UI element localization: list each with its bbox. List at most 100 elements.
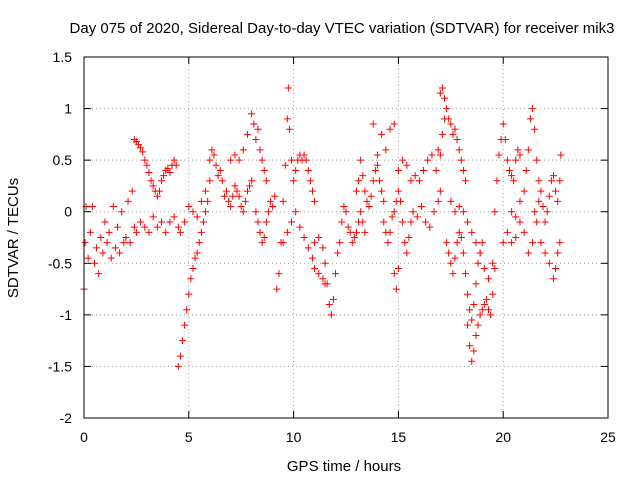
data-point bbox=[88, 203, 96, 211]
data-point bbox=[153, 192, 161, 200]
data-point bbox=[524, 249, 532, 257]
data-point bbox=[451, 125, 459, 133]
data-points bbox=[80, 84, 565, 370]
x-tick-labels: 0 5 10 15 20 25 bbox=[80, 429, 616, 445]
data-point bbox=[547, 177, 555, 185]
data-point bbox=[369, 120, 377, 128]
data-point bbox=[403, 161, 411, 169]
data-point bbox=[107, 254, 115, 262]
data-point bbox=[99, 249, 107, 257]
data-point bbox=[288, 218, 296, 226]
data-point bbox=[445, 249, 453, 257]
data-point bbox=[252, 208, 260, 216]
data-point bbox=[260, 234, 268, 241]
data-point bbox=[311, 197, 319, 205]
data-point bbox=[160, 172, 168, 180]
data-point bbox=[191, 254, 199, 262]
data-point bbox=[308, 187, 316, 195]
data-point bbox=[503, 156, 511, 164]
data-point bbox=[86, 228, 94, 236]
data-point bbox=[545, 192, 553, 200]
data-point bbox=[512, 156, 520, 164]
data-point bbox=[522, 166, 530, 174]
data-point bbox=[455, 203, 463, 211]
data-point bbox=[428, 151, 436, 159]
data-point bbox=[130, 223, 138, 231]
data-point bbox=[466, 342, 474, 350]
y-tick-label: 0 bbox=[64, 204, 72, 220]
data-point bbox=[172, 161, 180, 169]
data-point bbox=[461, 177, 469, 185]
data-point bbox=[147, 177, 155, 185]
data-point bbox=[243, 130, 251, 138]
data-point bbox=[388, 213, 396, 221]
data-point bbox=[533, 218, 541, 226]
data-point bbox=[323, 280, 331, 288]
data-point bbox=[311, 239, 319, 247]
data-point bbox=[250, 120, 258, 128]
data-point bbox=[514, 146, 522, 154]
data-point bbox=[487, 311, 495, 319]
data-point bbox=[466, 306, 474, 314]
data-point bbox=[279, 197, 287, 205]
y-tick-labels: -2 -1.5 -1 -0.5 0 0.5 1 1.5 bbox=[48, 49, 72, 426]
data-point bbox=[413, 213, 421, 221]
x-tick-label: 5 bbox=[185, 429, 193, 445]
data-point bbox=[516, 151, 524, 159]
data-point bbox=[468, 316, 476, 324]
data-point bbox=[453, 239, 461, 247]
data-point bbox=[315, 270, 323, 278]
data-point bbox=[508, 208, 516, 216]
data-point bbox=[457, 156, 465, 164]
data-point bbox=[252, 136, 260, 144]
x-tick-label: 0 bbox=[80, 429, 88, 445]
data-point bbox=[409, 208, 417, 216]
data-point bbox=[495, 151, 503, 159]
data-point bbox=[499, 120, 507, 128]
data-point bbox=[556, 177, 564, 185]
data-point bbox=[306, 177, 314, 185]
data-point bbox=[491, 208, 499, 216]
data-point bbox=[474, 259, 482, 267]
data-point bbox=[283, 228, 291, 236]
data-point bbox=[510, 177, 518, 185]
data-point bbox=[281, 161, 289, 169]
y-tick-label: -2 bbox=[60, 410, 73, 426]
y-tick-label: 1 bbox=[64, 101, 72, 117]
data-point bbox=[258, 239, 266, 247]
data-point bbox=[132, 228, 140, 236]
data-point bbox=[181, 218, 189, 226]
data-point bbox=[420, 166, 428, 174]
data-point bbox=[162, 228, 170, 236]
data-point bbox=[482, 295, 490, 303]
data-point bbox=[342, 208, 350, 216]
data-point bbox=[470, 301, 478, 309]
data-point bbox=[524, 146, 532, 154]
data-point bbox=[235, 156, 243, 164]
data-point bbox=[545, 259, 553, 267]
data-point bbox=[145, 169, 153, 177]
data-point bbox=[166, 218, 174, 226]
data-point bbox=[315, 234, 323, 241]
data-point bbox=[239, 146, 247, 154]
data-point bbox=[235, 192, 243, 200]
data-point bbox=[533, 156, 541, 164]
data-point bbox=[459, 166, 467, 174]
data-point bbox=[361, 228, 369, 236]
data-point bbox=[149, 213, 157, 221]
data-point bbox=[141, 223, 149, 231]
data-point bbox=[197, 197, 205, 205]
data-point bbox=[300, 151, 308, 159]
data-point bbox=[436, 89, 444, 97]
data-point bbox=[81, 239, 89, 247]
data-point bbox=[464, 290, 472, 298]
data-point bbox=[185, 290, 193, 298]
data-point bbox=[443, 105, 451, 113]
data-point bbox=[390, 270, 398, 278]
data-point bbox=[464, 218, 472, 226]
data-point bbox=[174, 223, 182, 231]
data-point bbox=[424, 156, 432, 164]
data-point bbox=[543, 208, 551, 216]
data-point bbox=[535, 197, 543, 205]
data-point bbox=[508, 239, 516, 247]
